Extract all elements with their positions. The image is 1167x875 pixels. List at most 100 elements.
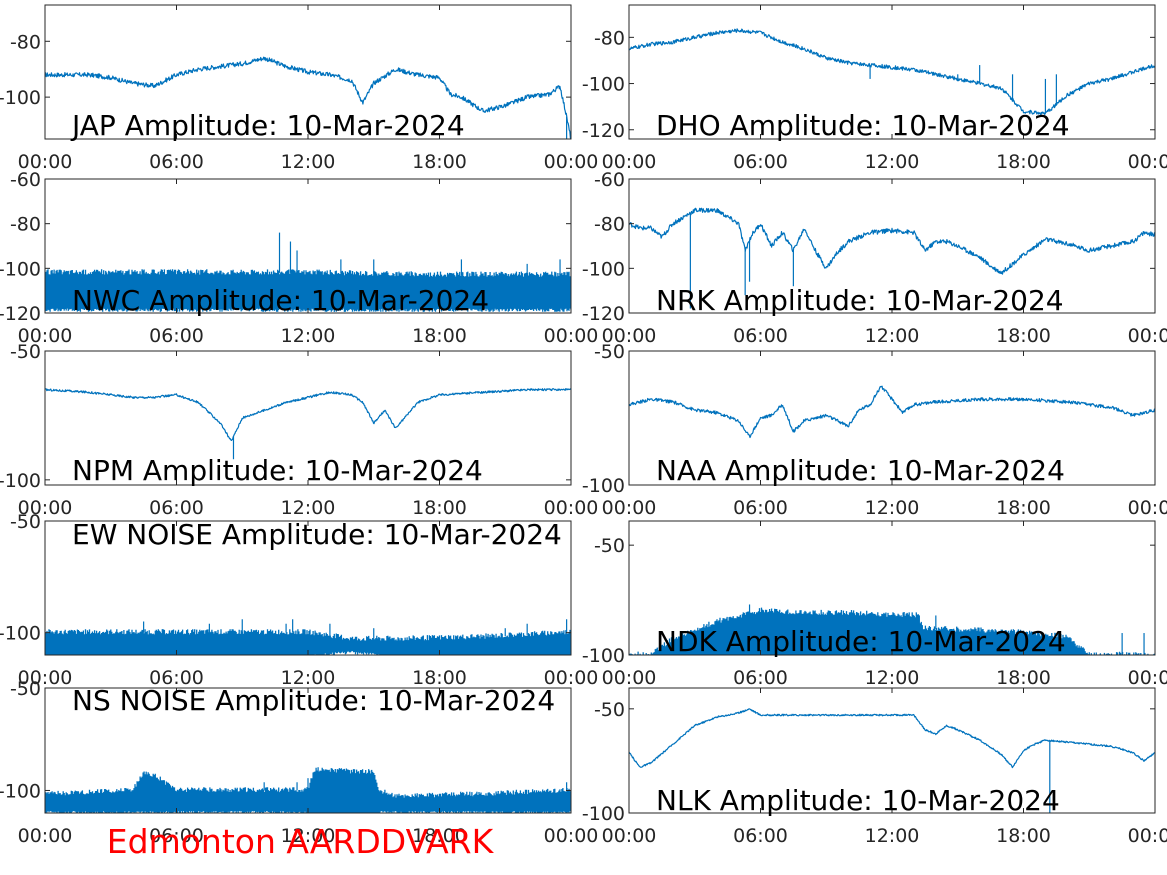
nrk-xtick-label-2: 12:00 [865, 325, 920, 347]
ndk-xtick-label-2: 12:00 [865, 667, 920, 689]
npm-xtick-label-2: 12:00 [281, 497, 336, 519]
dho-xtick-label-1: 06:00 [733, 151, 788, 173]
dho-ytick-label-0: -80 [594, 27, 625, 49]
panel-ew_noise: -50 -100 00:00 06:00 12:00 18:00 00:00 EW NOISE… [0, 511, 598, 689]
ns_noise-band [45, 767, 571, 813]
nrk-line [629, 207, 1155, 275]
nwc-xtick-label-0: 00:00 [18, 325, 73, 347]
ns_noise-title: NS NOISE Amplitude: 10-Mar-2024 [72, 684, 555, 717]
npm-xtick-label-0: 00:00 [18, 497, 73, 519]
jap-xtick-label-0: 00:00 [18, 151, 73, 173]
ns_noise-xtick-label-2: 12:00 [281, 825, 336, 847]
dho-ytick-label-2: -120 [582, 120, 625, 142]
naa-xtick-label-2: 12:00 [865, 497, 920, 519]
jap-xtick-label-2: 12:00 [281, 151, 336, 173]
dho-xtick-label-2: 12:00 [865, 151, 920, 173]
dho-xtick-label-0: 00:00 [602, 151, 657, 173]
ew_noise-xtick-label-0: 00:00 [18, 667, 73, 689]
nlk-xtick-label-2: 12:00 [865, 825, 920, 847]
ndk-title: NDK Amplitude: 10-Mar-2024 [656, 625, 1066, 658]
ndk-ytick-label-1: -100 [582, 645, 625, 667]
panel-dho: -80 -100 -120 00:00 06:00 12:00 18:00 00:00 DHO … [582, 4, 1167, 173]
ndk-xtick-label-1: 06:00 [733, 667, 788, 689]
npm-series [45, 388, 571, 460]
nlk-xtick-label-0: 00:00 [602, 825, 657, 847]
npm-line [45, 388, 571, 441]
nwc-xtick-label-2: 12:00 [281, 325, 336, 347]
ns_noise-xtick-label-3: 18:00 [412, 825, 467, 847]
naa-line [629, 385, 1155, 439]
jap-xtick-label-1: 06:00 [149, 151, 204, 173]
panel-jap: -80 -100 00:00 06:00 12:00 18:00 00:00 JAP Ampl… [0, 4, 599, 173]
nlk-xtick-label-1: 06:00 [733, 825, 788, 847]
ew_noise-xtick-label-2: 12:00 [281, 667, 336, 689]
nwc-band [45, 269, 571, 312]
ew_noise-xtick-label-4: 00:00 [544, 667, 599, 689]
jap-line [45, 56, 571, 139]
jap-series [45, 56, 571, 139]
nrk-ytick-label-3: -120 [582, 303, 625, 325]
ndk-ytick-label-0: -50 [594, 535, 625, 557]
nrk-ytick-label-1: -80 [594, 214, 625, 236]
ndk-series [629, 604, 1155, 655]
dho-line [629, 28, 1155, 116]
dho-series [629, 28, 1155, 116]
nlk-xtick-label-3: 18:00 [996, 825, 1051, 847]
nlk-xtick-label-4: 00:00 [1128, 825, 1167, 847]
ns_noise-ytick-label-0: -50 [10, 678, 41, 700]
nrk-xtick-label-3: 18:00 [996, 325, 1051, 347]
dho-title: DHO Amplitude: 10-Mar-2024 [656, 109, 1070, 142]
nlk-title: NLK Amplitude: 10-Mar-2024 [656, 784, 1060, 817]
jap-xtick-label-3: 18:00 [412, 151, 467, 173]
ns_noise-xtick-label-1: 06:00 [149, 825, 204, 847]
panel-nrk: -60-80-100-12000:0006:0012:0018:0000:00N… [582, 169, 1167, 347]
nwc-ytick-label-0: -60 [10, 169, 41, 191]
ew_noise-ytick-label-1: -100 [0, 623, 41, 645]
nlk-ytick-label-1: -100 [582, 803, 625, 825]
ndk-xtick-label-0: 00:00 [602, 667, 657, 689]
ndk-xtick-label-4: 00:00 [1128, 667, 1167, 689]
ndk-xtick-label-3: 18:00 [996, 667, 1051, 689]
ndk-band [629, 607, 1155, 655]
npm-ytick-label-1: -100 [0, 470, 41, 492]
nwc-title: NWC Amplitude: 10-Mar-2024 [72, 284, 489, 317]
npm-xtick-label-3: 18:00 [412, 497, 467, 519]
npm-ytick-label-0: -50 [10, 341, 41, 363]
nwc-ytick-label-3: -120 [0, 303, 41, 325]
dho-xtick-label-3: 18:00 [996, 151, 1051, 173]
naa-xtick-label-3: 18:00 [996, 497, 1051, 519]
nwc-xtick-label-1: 06:00 [149, 325, 204, 347]
nwc-xtick-label-3: 18:00 [412, 325, 467, 347]
nrk-ytick-label-2: -100 [582, 258, 625, 280]
naa-ytick-label-1: -100 [582, 475, 625, 497]
ns_noise-xtick-label-4: 00:00 [544, 825, 599, 847]
naa-xtick-label-1: 06:00 [733, 497, 788, 519]
naa-series [629, 385, 1155, 439]
nwc-ytick-label-1: -80 [10, 214, 41, 236]
ns_noise-ytick-label-1: -100 [0, 780, 41, 802]
nlk-series [629, 708, 1155, 813]
panel-ns_noise: -50 -100 00:00 06:00 12:00 18:00 00:00 NS NOISE… [0, 678, 598, 847]
nrk-xtick-label-1: 06:00 [733, 325, 788, 347]
npm-xtick-label-1: 06:00 [149, 497, 204, 519]
nrk-title: NRK Amplitude: 10-Mar-2024 [656, 284, 1064, 317]
ew_noise-xtick-label-3: 18:00 [412, 667, 467, 689]
ns_noise-series [45, 767, 571, 813]
nwc-series [45, 232, 571, 312]
naa-ytick-label-0: -50 [594, 341, 625, 363]
ew_noise-series [45, 619, 571, 655]
nwc-xtick-label-4: 00:00 [544, 325, 599, 347]
dho-xtick-label-4: 00:00 [1128, 151, 1167, 173]
jap-xtick-label-4: 00:00 [544, 151, 599, 173]
nlk-ytick-label-0: -50 [594, 699, 625, 721]
dho-ytick-label-1: -100 [582, 74, 625, 96]
naa-xtick-label-0: 00:00 [602, 497, 657, 519]
jap-title: JAP Amplitude: 10-Mar-2024 [70, 109, 465, 142]
jap-ytick-label-0: -80 [10, 31, 41, 53]
nwc-ytick-label-2: -100 [0, 258, 41, 280]
nrk-series [629, 207, 1155, 309]
